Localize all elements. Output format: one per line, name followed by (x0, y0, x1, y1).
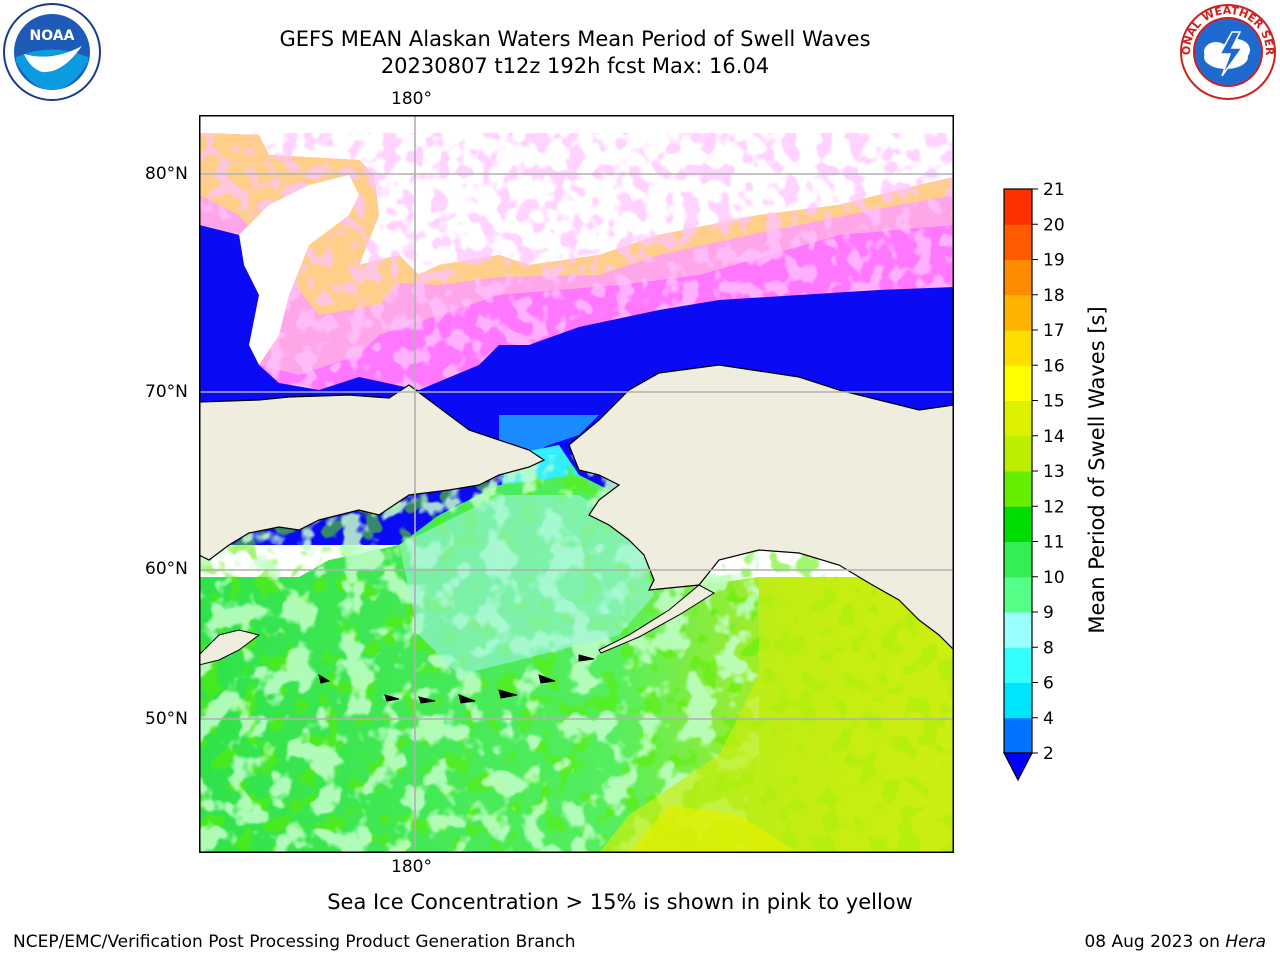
chart-title: GEFS MEAN Alaskan Waters Mean Period of … (279, 27, 871, 51)
colorbar-band (1004, 717, 1032, 754)
footer-organization: NCEP/EMC/Verification Post Processing Pr… (13, 932, 576, 952)
colorbar-tick-label: 12 (1043, 497, 1065, 517)
colorbar-tick-label: 13 (1043, 462, 1065, 482)
colorbar-band (1004, 224, 1032, 260)
colorbar-tick-label: 4 (1043, 709, 1054, 729)
colorbar-tick-label: 18 (1043, 286, 1065, 306)
colorbar-band (1004, 189, 1032, 225)
chart-subtitle: 20230807 t12z 192h fcst Max: 16.04 (380, 54, 770, 78)
colorbar-band (1004, 330, 1032, 366)
colorbar-tick-label: 14 (1043, 427, 1065, 447)
colorbar-band (1004, 682, 1032, 719)
national-weather-service-logo: NATIONAL WEATHER SERVICE (1178, 2, 1276, 100)
colorbar-band (1004, 400, 1032, 437)
colorbar-tick-label: 6 (1043, 674, 1054, 694)
footer-machine-name: Hera (1225, 932, 1266, 952)
map-panel (199, 115, 954, 853)
colorbar-title: Mean Period of Swell Waves [s] (1085, 306, 1109, 634)
colorbar-tick-label: 19 (1043, 251, 1065, 271)
colorbar-band (1004, 435, 1032, 472)
colorbar-tick-label: 20 (1043, 215, 1065, 235)
lat-label-50n: 50°N (145, 709, 188, 729)
colorbar-band (1004, 541, 1032, 578)
colorbar-tick-label: 17 (1043, 321, 1065, 341)
colorbar-band (1004, 576, 1032, 613)
graticule (199, 115, 954, 853)
colorbar-tick-label: 10 (1043, 568, 1065, 588)
colorbar-tick-label: 2 (1043, 744, 1054, 764)
lat-label-60n: 60°N (145, 559, 188, 579)
colorbar-band (1004, 365, 1032, 401)
aleutian-islands (318, 654, 595, 704)
footer-date-text: 08 Aug 2023 on (1084, 932, 1226, 952)
colorbar-band (1004, 612, 1032, 648)
colorbar-tick-label: 15 (1043, 392, 1065, 412)
sea-ice-note: Sea Ice Concentration > 15% is shown in … (327, 890, 913, 914)
colorbar-tick-label: 11 (1043, 533, 1065, 553)
lat-label-80n: 80°N (145, 164, 188, 184)
colorbar: 2 4 6 8 9 10 11 12 13 14 15 16 17 18 19 20 21 (1003, 180, 1065, 782)
colorbar-band (1004, 259, 1032, 296)
colorbar-band (1004, 506, 1032, 542)
colorbar-under-arrow (1003, 752, 1033, 782)
colorbar-tick-label: 16 (1043, 356, 1065, 376)
colorbar-tick-label: 21 (1043, 180, 1065, 200)
footer-date: 08 Aug 2023 on Hera (1084, 932, 1266, 952)
colorbar-tick-label: 9 (1043, 603, 1054, 623)
colorbar-band (1004, 471, 1032, 507)
noaa-logo: NOAA (3, 3, 101, 101)
bottom-longitude-label: 180° (391, 857, 432, 877)
colorbar-band (1004, 647, 1032, 683)
top-longitude-label: 180° (391, 89, 432, 109)
colorbar-band (1004, 294, 1032, 331)
noaa-logo-text: NOAA (30, 28, 75, 44)
colorbar-tick-label: 8 (1043, 638, 1054, 658)
lat-label-70n: 70°N (145, 382, 188, 402)
